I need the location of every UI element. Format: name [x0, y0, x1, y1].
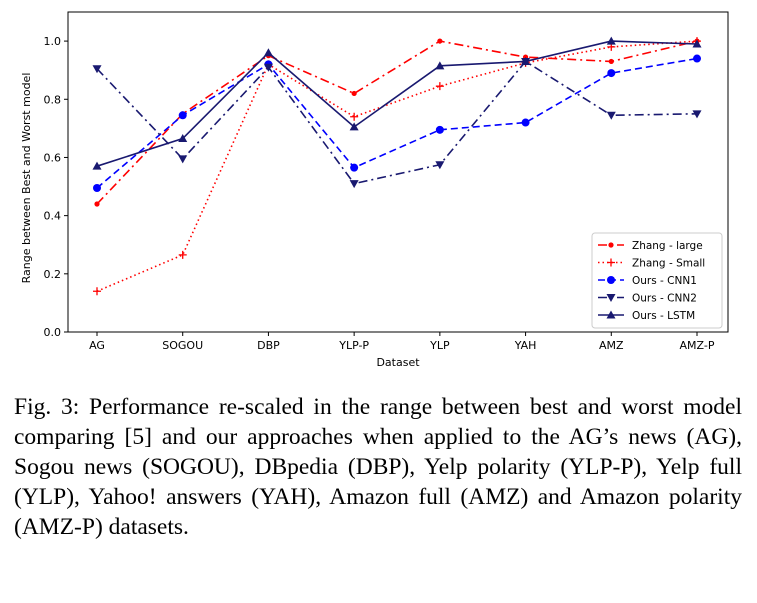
plot-frame: [67, 11, 729, 333]
legend-label: Zhang - large: [632, 240, 703, 252]
data-point: [692, 110, 702, 119]
series-line: [96, 40, 698, 205]
figure-caption: Fig. 3: Performance re-scaled in the ran…: [14, 394, 742, 540]
y-tick-label: 0.8: [44, 93, 62, 106]
legend-marker: [608, 242, 614, 248]
series-4: [92, 57, 702, 189]
data-point: [92, 161, 102, 170]
series-line: [96, 57, 698, 189]
data-point: [521, 118, 530, 127]
data-point: [435, 61, 445, 70]
data-point: [178, 111, 187, 120]
legend-item: Zhang - Small: [598, 258, 705, 270]
data-point: [178, 134, 188, 143]
x-tick-label: YLP: [429, 339, 450, 352]
data-point: [435, 161, 445, 170]
data-point: [521, 56, 531, 65]
data-point: [437, 38, 443, 44]
data-point: [606, 111, 616, 120]
series-layer: [92, 36, 702, 296]
legend-item: Ours - CNN1: [598, 275, 697, 287]
x-tick-label: YAH: [514, 339, 537, 352]
legend-label: Ours - CNN1: [632, 275, 697, 287]
x-tick-label: AMZ-P: [680, 339, 715, 352]
data-point: [93, 287, 101, 296]
chart-figure: 0.0 0.2 0.4 0.6 0.8 1.0 AG SOGOU DBP YLP-P YLP YAH…: [20, 11, 729, 369]
data-point: [606, 36, 616, 45]
data-point: [349, 180, 359, 189]
data-point: [178, 155, 188, 164]
y-tick-label: 0.6: [44, 151, 62, 164]
legend-box: [591, 232, 723, 329]
legend-marker: [606, 310, 616, 319]
data-point: [693, 54, 701, 63]
data-point: [178, 250, 187, 259]
y-axis-ticks: 0.0 0.2 0.4 0.6 0.8 1.0: [44, 35, 68, 339]
x-axis-title: Dataset: [376, 356, 420, 369]
plot-area-border: [67, 11, 729, 333]
data-point: [608, 58, 614, 65]
data-point: [94, 201, 100, 207]
data-point: [92, 65, 102, 74]
x-tick-label: AMZ: [599, 339, 624, 352]
series-1: [94, 38, 700, 207]
legend-marker: [607, 276, 615, 284]
x-axis-ticks: AG SOGOU DBP YLP-P YLP YAH AMZ AMZ-P: [89, 332, 715, 352]
series-3: [93, 54, 701, 192]
legend-item: Ours - CNN2: [598, 293, 697, 305]
x-tick-label: YLP-P: [338, 339, 369, 352]
legend-label: Ours - LSTM: [632, 310, 695, 322]
x-tick-label: SOGOU: [162, 339, 203, 352]
y-tick-label: 0.4: [44, 210, 62, 223]
data-point: [435, 82, 444, 91]
y-axis-title: Range between Best and Worst model: [20, 73, 33, 284]
series-line: [96, 40, 698, 167]
legend: Zhang - large Zhang - Small Ours - CNN1 Our…: [591, 232, 723, 329]
x-tick-label: AG: [89, 339, 105, 352]
legend-item: Zhang - large: [598, 240, 703, 252]
x-tick-label: DBP: [257, 339, 280, 352]
data-point: [349, 122, 359, 131]
data-point: [692, 39, 702, 48]
y-tick-label: 0.2: [44, 268, 62, 281]
data-point: [350, 163, 359, 172]
legend-marker: [606, 294, 616, 302]
legend-item: Ours - LSTM: [598, 310, 695, 322]
legend-marker: [607, 258, 615, 267]
data-point: [351, 90, 357, 97]
data-point: [263, 63, 273, 72]
series-line: [96, 60, 698, 185]
data-point: [350, 112, 359, 121]
y-tick-label: 0.0: [44, 326, 62, 339]
data-point: [263, 48, 273, 57]
data-point: [93, 184, 101, 192]
y-tick-label: 1.0: [44, 35, 62, 48]
line-chart: 0.0 0.2 0.4 0.6 0.8 1.0 AG SOGOU DBP YLP-P YLP YAH…: [20, 11, 729, 369]
legend-label: Zhang - Small: [632, 258, 705, 270]
series-5: [92, 36, 702, 170]
legend-label: Ours - CNN2: [632, 293, 697, 305]
data-point: [607, 69, 616, 78]
data-point: [435, 125, 444, 134]
